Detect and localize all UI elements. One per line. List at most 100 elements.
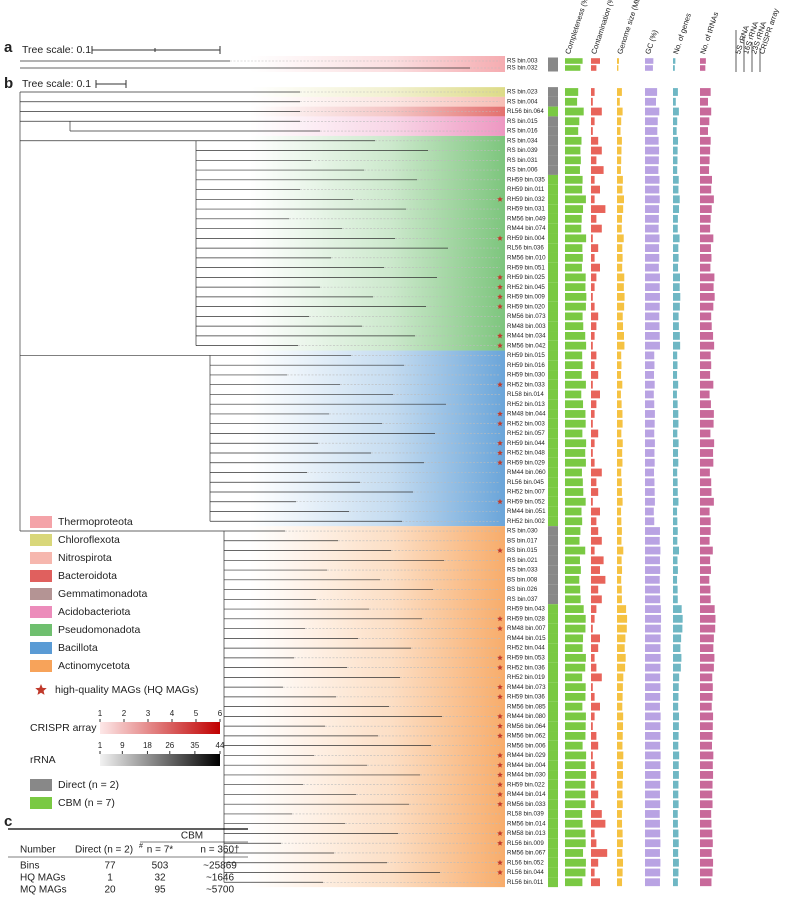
bar: [617, 507, 622, 516]
method-strip: [548, 623, 558, 634]
bar: [591, 234, 593, 243]
bar: [591, 692, 595, 701]
bar: [700, 234, 714, 243]
bar: [591, 341, 593, 350]
bar: [673, 371, 678, 379]
bar: [673, 722, 679, 731]
bar: [565, 449, 586, 457]
method-strip: [548, 799, 558, 810]
bar: [565, 722, 586, 731]
bar: [565, 380, 586, 389]
bar: [617, 351, 622, 360]
bar: [591, 449, 593, 457]
bar: [645, 692, 661, 701]
panel-label: c: [4, 813, 12, 830]
bar: [700, 185, 712, 194]
bar: [617, 166, 621, 174]
tick-label: 3: [146, 709, 151, 718]
color-scale: [100, 754, 220, 766]
bar: [645, 107, 660, 116]
bar: [591, 488, 599, 496]
table-cell: 503: [152, 861, 169, 872]
bar: [645, 117, 658, 126]
method-strip: [548, 126, 558, 136]
legend-label: Thermoproteota: [58, 516, 133, 528]
bar: [591, 634, 600, 643]
table-header: Number: [20, 845, 56, 856]
bar: [565, 546, 586, 555]
bar: [700, 88, 711, 96]
bar: [645, 88, 658, 96]
bar: [591, 127, 593, 135]
method-strip: [548, 106, 558, 117]
legend-label: Chloroflexota: [58, 534, 120, 546]
bar: [565, 527, 581, 535]
bar: [565, 673, 583, 682]
bar: [700, 751, 714, 760]
bar: [673, 341, 681, 350]
leaf-label: RM44 bin.060: [507, 469, 546, 476]
bar: [645, 351, 655, 360]
method-strip: [548, 311, 558, 322]
bar: [673, 771, 679, 779]
hq-star: [497, 830, 503, 836]
method-strip: [548, 438, 558, 449]
bar: [700, 771, 714, 779]
method-strip: [548, 721, 558, 732]
bar: [673, 605, 682, 613]
method-strip: [548, 379, 558, 390]
method-strip: [548, 360, 558, 371]
bar: [617, 585, 622, 594]
bar: [700, 371, 711, 379]
bar: [700, 283, 714, 292]
bar: [617, 117, 622, 126]
bar: [617, 634, 626, 643]
bar: [617, 839, 623, 848]
bar: [673, 136, 679, 145]
bar: [565, 585, 581, 594]
method-strip: [548, 565, 558, 575]
bar: [645, 322, 660, 331]
method-strip: [548, 877, 558, 888]
bar: [700, 556, 711, 565]
table-cell: ~5700: [206, 885, 235, 896]
leaf-label: RH52 bin.057: [507, 430, 545, 437]
bar: [673, 127, 677, 135]
legend-swatch: [30, 642, 52, 654]
tick-label: 44: [216, 741, 225, 750]
bar: [617, 107, 623, 116]
bar: [645, 536, 660, 545]
bar: [700, 819, 712, 828]
tick-label: 1: [98, 709, 103, 718]
bar: [645, 263, 659, 272]
hq-star: [497, 654, 503, 661]
legend-label: Actinomycetota: [58, 660, 130, 672]
bar: [565, 790, 586, 799]
bar: [673, 478, 678, 487]
tick-label: 18: [143, 741, 152, 750]
bar: [617, 517, 622, 526]
bar: [617, 527, 622, 535]
legend-swatch: [30, 516, 52, 528]
bar: [591, 244, 599, 252]
method-strip: [548, 243, 558, 253]
bar: [617, 419, 623, 428]
method-strip: [548, 731, 558, 741]
bar: [565, 400, 584, 409]
bar: [565, 614, 586, 623]
bar: [617, 858, 624, 867]
hq-star: [497, 274, 503, 280]
bar: [700, 839, 713, 848]
leaf-label: RH52 bin.048: [507, 450, 545, 457]
bar: [700, 332, 714, 340]
column-header: GC (%): [643, 28, 659, 55]
leaf-label: RS bin.039: [507, 147, 538, 154]
bar: [591, 253, 595, 262]
bar: [565, 644, 583, 652]
bar: [645, 712, 661, 721]
bar: [591, 458, 595, 467]
bar: [700, 341, 715, 350]
bar: [645, 585, 660, 594]
bar: [645, 273, 660, 282]
hq-star: [497, 781, 503, 788]
